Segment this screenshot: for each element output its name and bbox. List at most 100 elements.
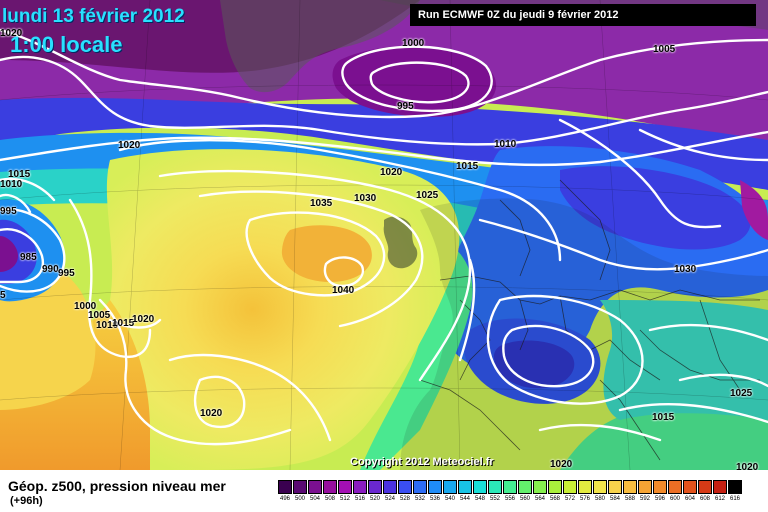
scale-swatch (518, 480, 532, 494)
isobar-label: 5 (0, 290, 6, 301)
scale-tick-label: 528 (399, 496, 410, 502)
scale-swatch (398, 480, 412, 494)
forecast-lead: (+96h) (10, 495, 43, 507)
field-med-core (493, 340, 575, 389)
scale-swatch (728, 480, 742, 494)
scale-tick-label: 596 (654, 496, 665, 502)
field-scand-low (560, 166, 751, 250)
scale-tick-label: 552 (489, 496, 500, 502)
field-east-purple (740, 180, 768, 240)
scale-tick-label: 532 (414, 496, 425, 502)
color-scale: 496 500 504 508 512 516 520 524 528 532 536 540 544 5… (278, 480, 748, 508)
isobar-label: 1005 (653, 44, 676, 55)
scale-swatch (638, 480, 652, 494)
isobar-label: 1015 (652, 412, 675, 423)
isobar-label: 1000 (74, 301, 97, 312)
weather-map-svg (0, 0, 768, 470)
isobar-label: 1010 (494, 139, 517, 150)
field-atlantic-high (102, 149, 460, 470)
scale-tick-label: 520 (369, 496, 380, 502)
scale-tick-label: 604 (684, 496, 695, 502)
scale-swatch (563, 480, 577, 494)
scale-tick-label: 500 (294, 496, 305, 502)
scale-swatch (308, 480, 322, 494)
scale-swatch (338, 480, 352, 494)
scale-tick-label: 516 (354, 496, 365, 502)
scale-swatch (548, 480, 562, 494)
copyright-notice: Copyright 2012 Meteociel.fr (350, 456, 494, 468)
scale-tick-label: 592 (639, 496, 650, 502)
scale-tick-label: 600 (669, 496, 680, 502)
isobar-label: 995 (397, 101, 414, 112)
scale-tick-label: 576 (579, 496, 590, 502)
scale-tick-label: 508 (324, 496, 335, 502)
isobar-label: 1010 (0, 179, 23, 190)
isobar-label: 1020 (550, 459, 573, 470)
scale-swatch (593, 480, 607, 494)
isobar-label: 1020 (200, 408, 223, 419)
isobar-label: 985 (20, 252, 37, 263)
isobar-label: 1020 (380, 167, 403, 178)
isobar-label: 995 (0, 206, 17, 217)
scale-swatch (413, 480, 427, 494)
scale-tick-label: 504 (309, 496, 320, 502)
scale-swatch (578, 480, 592, 494)
field-cyan-east (600, 300, 768, 420)
isobar-label: 1025 (730, 388, 753, 399)
scale-swatch (353, 480, 367, 494)
isobar-label: 1005 (88, 310, 111, 321)
scale-tick-label: 616 (729, 496, 740, 502)
isobar-label: 1000 (402, 38, 425, 49)
scale-swatch (683, 480, 697, 494)
scale-tick-label: 584 (609, 496, 620, 502)
scale-swatch (698, 480, 712, 494)
scale-swatch (533, 480, 547, 494)
scale-tick-label: 608 (699, 496, 710, 502)
land-britain (383, 216, 418, 269)
weather-map (0, 0, 768, 470)
country-borders (419, 179, 760, 461)
isobar-label: 995 (58, 268, 75, 279)
forecast-date: lundi 13 février 2012 (2, 6, 185, 27)
scale-tick-label: 540 (444, 496, 455, 502)
scale-swatch (668, 480, 682, 494)
scale-tick-label: 588 (624, 496, 635, 502)
scale-swatch (458, 480, 472, 494)
scale-tick-label: 548 (474, 496, 485, 502)
scale-tick-label: 512 (339, 496, 350, 502)
isobar-label: 1030 (354, 193, 377, 204)
scale-swatch (428, 480, 442, 494)
isobar-label: 1020 (0, 28, 23, 39)
scale-tick-label: 560 (519, 496, 530, 502)
map-title: Géop. z500, pression niveau mer (8, 478, 226, 494)
scale-tick-label: 564 (534, 496, 545, 502)
scale-swatch (443, 480, 457, 494)
forecast-time: 1:00 locale (10, 32, 123, 57)
land-greenland (220, 0, 420, 93)
scale-tick-label: 568 (549, 496, 560, 502)
isobar-label: 1020 (736, 462, 759, 473)
isobar-label: 1015 (112, 318, 135, 329)
isobar-label: 1020 (132, 314, 155, 325)
run-info: Run ECMWF 0Z du jeudi 9 février 2012 (410, 4, 756, 26)
scale-tick-label: 612 (714, 496, 725, 502)
scale-tick-label: 556 (504, 496, 515, 502)
scale-swatch (473, 480, 487, 494)
isobar-label: 1020 (118, 140, 141, 151)
isobar-lines (0, 28, 768, 446)
scale-swatch (323, 480, 337, 494)
scale-swatch (488, 480, 502, 494)
scale-swatch (293, 480, 307, 494)
scale-tick-label: 536 (429, 496, 440, 502)
scale-swatch (368, 480, 382, 494)
scale-swatch (383, 480, 397, 494)
scale-swatch (278, 480, 292, 494)
scale-tick-label: 544 (459, 496, 470, 502)
isobar-label: 1010 (96, 320, 119, 331)
scale-tick-label: 524 (384, 496, 395, 502)
isobar-label: 1030 (674, 264, 697, 275)
scale-swatch (608, 480, 622, 494)
scale-tick-label: 580 (594, 496, 605, 502)
isobar-label: 1035 (310, 198, 333, 209)
scale-swatch (653, 480, 667, 494)
